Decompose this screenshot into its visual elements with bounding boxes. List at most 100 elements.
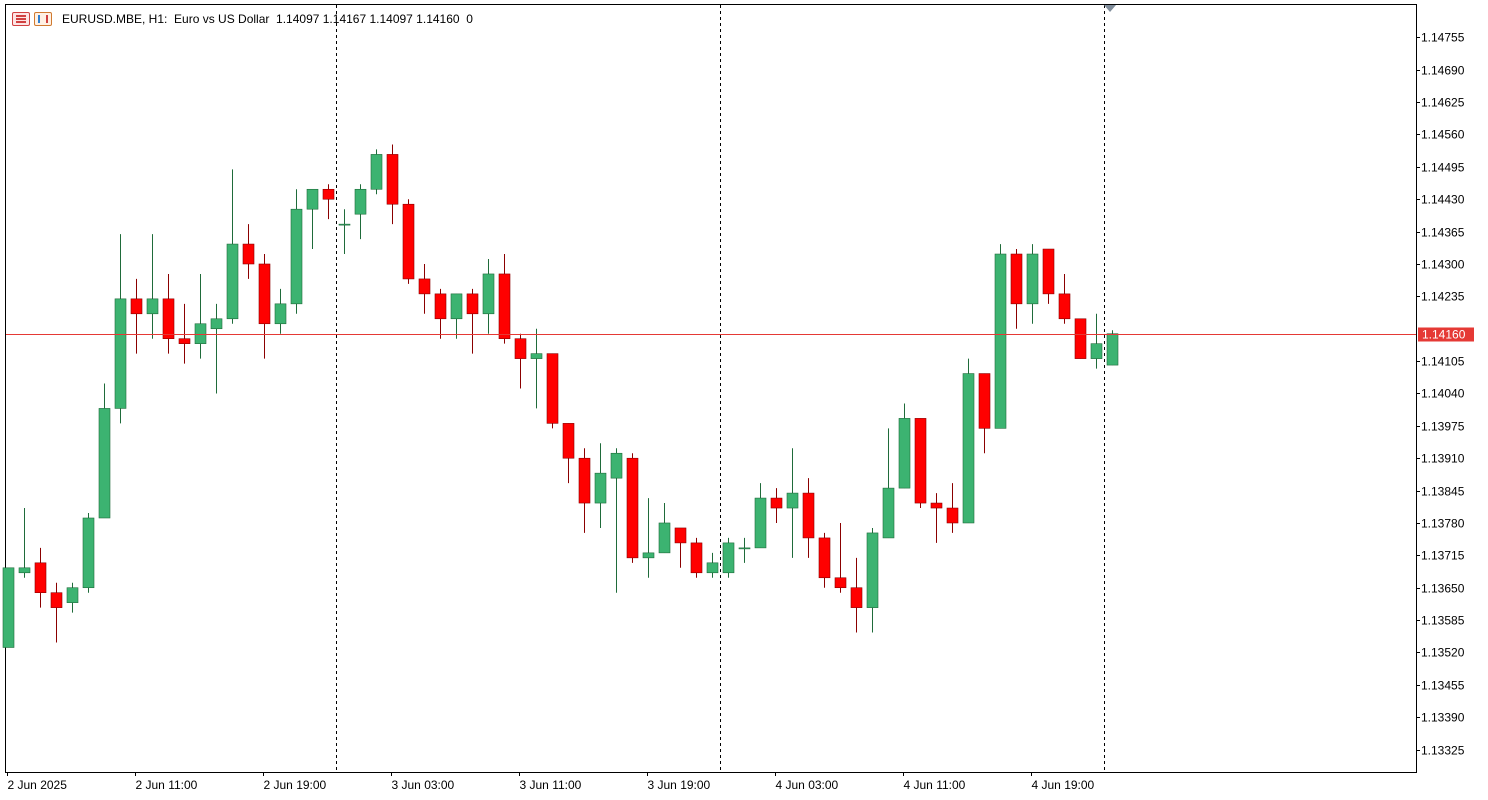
- candle-59[interactable]: [946, 483, 959, 533]
- candle-38[interactable]: [610, 448, 623, 593]
- candle-body: [674, 527, 687, 544]
- candle-body: [994, 253, 1007, 429]
- candle-63[interactable]: [1010, 249, 1023, 329]
- menu-icon[interactable]: [12, 12, 30, 26]
- candle-2[interactable]: [34, 547, 47, 608]
- candle-65[interactable]: [1042, 248, 1055, 304]
- candle-42[interactable]: [674, 527, 687, 568]
- time-axis[interactable]: 2 Jun 2025 2 Jun 11:00 2 Jun 19:00 3 Jun 03…: [7, 772, 1095, 792]
- candle-46[interactable]: [738, 537, 751, 563]
- candle-67[interactable]: [1074, 318, 1087, 359]
- candle-66[interactable]: [1058, 273, 1071, 324]
- candle-64[interactable]: [1026, 244, 1039, 324]
- candle-22[interactable]: [354, 184, 367, 240]
- x-tick-label-2: 2 Jun 19:00: [264, 778, 327, 792]
- candle-17[interactable]: [274, 288, 287, 334]
- candle-45[interactable]: [722, 537, 735, 578]
- candle-43[interactable]: [690, 537, 703, 578]
- candle-3[interactable]: [50, 582, 63, 643]
- candle-24[interactable]: [386, 144, 399, 225]
- candle-51[interactable]: [818, 532, 831, 588]
- candle-13[interactable]: [210, 303, 223, 394]
- candle-8[interactable]: [130, 278, 143, 354]
- candle-35[interactable]: [562, 423, 575, 484]
- candle-56[interactable]: [898, 403, 911, 489]
- candle-5[interactable]: [82, 513, 95, 593]
- candle-body: [194, 323, 207, 344]
- candle-36[interactable]: [578, 448, 591, 533]
- candle-50[interactable]: [802, 478, 815, 558]
- candle-40[interactable]: [642, 498, 655, 578]
- shift-marker-icon[interactable]: [1104, 5, 1116, 12]
- chart-type-icon[interactable]: [34, 12, 52, 26]
- candle-61[interactable]: [978, 373, 991, 454]
- candle-21[interactable]: [338, 209, 351, 255]
- candle-57[interactable]: [914, 418, 927, 509]
- candle-28[interactable]: [450, 293, 463, 339]
- candle-body: [18, 567, 31, 574]
- candle-11[interactable]: [178, 303, 191, 364]
- candle-4[interactable]: [66, 582, 79, 613]
- candle-68[interactable]: [1090, 313, 1103, 369]
- candle-15[interactable]: [242, 224, 255, 279]
- candle-34[interactable]: [546, 353, 559, 429]
- candle-32[interactable]: [514, 333, 527, 389]
- candle-6[interactable]: [98, 383, 111, 519]
- x-tick-label-3: 3 Jun 03:00: [392, 778, 455, 792]
- candle-69[interactable]: [1106, 330, 1119, 366]
- candle-26[interactable]: [418, 263, 431, 314]
- candle-9[interactable]: [146, 234, 159, 339]
- candle-39[interactable]: [626, 453, 639, 563]
- candle-54[interactable]: [866, 527, 879, 633]
- candle-19[interactable]: [306, 188, 319, 250]
- candle-body: [98, 408, 111, 519]
- candle-7[interactable]: [114, 234, 127, 424]
- candle-30[interactable]: [482, 259, 495, 334]
- y-tick-label-18: 1.13520: [1421, 646, 1465, 660]
- candle-33[interactable]: [530, 328, 543, 409]
- candle-body: [290, 208, 303, 305]
- candle-27[interactable]: [434, 288, 447, 339]
- candle-52[interactable]: [834, 522, 847, 593]
- candle-body: [930, 502, 943, 509]
- candle-16[interactable]: [258, 254, 271, 359]
- candle-body: [1058, 293, 1071, 320]
- candle-53[interactable]: [850, 557, 863, 633]
- candle-41[interactable]: [658, 503, 671, 554]
- candle-10[interactable]: [162, 273, 175, 354]
- candle-44[interactable]: [706, 552, 719, 578]
- x-tick-label-6: 4 Jun 03:00: [776, 778, 839, 792]
- candle-20[interactable]: [322, 184, 335, 220]
- candle-25[interactable]: [402, 199, 415, 284]
- x-tick-label-7: 4 Jun 11:00: [904, 778, 966, 792]
- candle-body: [978, 373, 991, 429]
- candle-47[interactable]: [754, 483, 767, 549]
- price-axis[interactable]: 1.14755 1.14690 1.14625 1.14560 1.14495 1.144…: [1416, 31, 1465, 758]
- candle-1[interactable]: [18, 508, 31, 578]
- candle-body: [946, 507, 959, 524]
- candle-body: [610, 452, 623, 479]
- x-tick-label-4: 3 Jun 11:00: [520, 778, 582, 792]
- candle-18[interactable]: [290, 189, 303, 314]
- candle-body: [754, 497, 767, 549]
- candle-23[interactable]: [370, 149, 383, 195]
- candle-body: [626, 457, 639, 559]
- candle-14[interactable]: [226, 169, 239, 324]
- candle-49[interactable]: [786, 448, 799, 558]
- candle-0[interactable]: [2, 567, 15, 648]
- candle-31[interactable]: [498, 254, 511, 344]
- candle-58[interactable]: [930, 493, 943, 543]
- y-tick-label-12: 1.13910: [1421, 452, 1465, 466]
- candle-62[interactable]: [994, 244, 1007, 429]
- candle-body: [50, 592, 63, 608]
- candle-body: [258, 263, 271, 325]
- candle-29[interactable]: [466, 288, 479, 354]
- candle-55[interactable]: [882, 428, 895, 539]
- y-tick-label-19: 1.13455: [1421, 679, 1465, 693]
- candle-60[interactable]: [962, 358, 975, 524]
- candle-48[interactable]: [770, 488, 783, 523]
- candle-37[interactable]: [594, 443, 607, 528]
- candle-12[interactable]: [194, 273, 207, 359]
